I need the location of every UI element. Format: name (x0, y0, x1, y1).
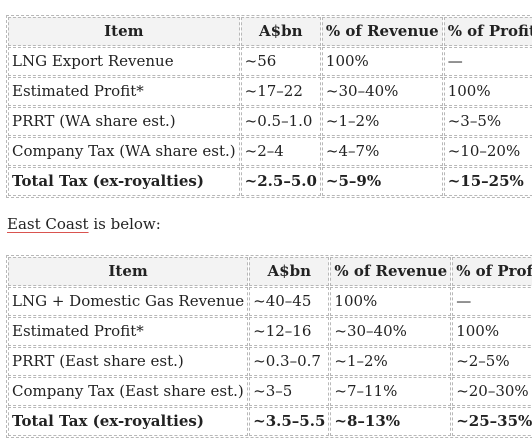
intro-rest-text: is below: (88, 215, 161, 233)
table-total-row: Total Tax (ex-royalties) ~2.5–5.0 ~5–9% … (8, 167, 532, 196)
cell-revenue-pct: ~8–13% (330, 407, 452, 436)
cell-item: Company Tax (WA share est.) (8, 137, 240, 166)
cell-revenue-pct: ~30–40% (330, 317, 452, 346)
cell-amount: ~3–5 (249, 377, 330, 406)
table-row: Company Tax (WA share est.) ~2–4 ~4–7% ~… (8, 137, 532, 166)
cell-amount: ~12–16 (249, 317, 330, 346)
column-header-item: Item (8, 17, 240, 46)
cell-profit-pct: 100% (452, 317, 532, 346)
table-row: Company Tax (East share est.) ~3–5 ~7–11… (8, 377, 532, 406)
east-coast-tax-table: Item A$bn % of Revenue % of Profit* LNG … (6, 255, 532, 438)
cell-profit-pct: ~2–5% (452, 347, 532, 376)
cell-revenue-pct: ~5–9% (321, 167, 443, 196)
cell-item: PRRT (East share est.) (8, 347, 249, 376)
cell-profit-pct: — (452, 287, 532, 316)
cell-profit-pct: ~3–5% (443, 107, 532, 136)
cell-item: Estimated Profit* (8, 77, 240, 106)
table-row: LNG + Domestic Gas Revenue ~40–45 100% — (8, 287, 532, 316)
column-header-revenue-pct: % of Revenue (330, 257, 452, 286)
cell-item: PRRT (WA share est.) (8, 107, 240, 136)
column-header-profit-pct: % of Profit* (443, 17, 532, 46)
cell-amount: ~2–4 (240, 137, 321, 166)
cell-revenue-pct: ~1–2% (330, 347, 452, 376)
cell-profit-pct: ~10–20% (443, 137, 532, 166)
cell-item: Total Tax (ex-royalties) (8, 167, 240, 196)
cell-revenue-pct: ~1–2% (321, 107, 443, 136)
column-header-amount: A$bn (240, 17, 321, 46)
table-header-row: Item A$bn % of Revenue % of Profit* (8, 257, 532, 286)
cell-amount: ~3.5–5.5 (249, 407, 330, 436)
table-row: Estimated Profit* ~17–22 ~30–40% 100% (8, 77, 532, 106)
cell-item: Total Tax (ex-royalties) (8, 407, 249, 436)
cell-profit-pct: — (443, 47, 532, 76)
section-intro-text: East Coast is below: (7, 213, 161, 235)
table-total-row: Total Tax (ex-royalties) ~3.5–5.5 ~8–13%… (8, 407, 532, 436)
cell-item: Estimated Profit* (8, 317, 249, 346)
table-row: PRRT (East share est.) ~0.3–0.7 ~1–2% ~2… (8, 347, 532, 376)
cell-item: LNG + Domestic Gas Revenue (8, 287, 249, 316)
cell-profit-pct: 100% (443, 77, 532, 106)
table-row: Estimated Profit* ~12–16 ~30–40% 100% (8, 317, 532, 346)
cell-profit-pct: ~25–35% (452, 407, 532, 436)
cell-revenue-pct: 100% (321, 47, 443, 76)
cell-amount: ~17–22 (240, 77, 321, 106)
cell-amount: ~40–45 (249, 287, 330, 316)
cell-amount: ~56 (240, 47, 321, 76)
column-header-item: Item (8, 257, 249, 286)
column-header-profit-pct: % of Profit* (452, 257, 532, 286)
cell-amount: ~0.5–1.0 (240, 107, 321, 136)
wa-tax-table: Item A$bn % of Revenue % of Profit* LNG … (6, 15, 532, 198)
cell-amount: ~0.3–0.7 (249, 347, 330, 376)
table-header-row: Item A$bn % of Revenue % of Profit* (8, 17, 532, 46)
cell-revenue-pct: ~30–40% (321, 77, 443, 106)
table-row: PRRT (WA share est.) ~0.5–1.0 ~1–2% ~3–5… (8, 107, 532, 136)
cell-item: Company Tax (East share est.) (8, 377, 249, 406)
column-header-revenue-pct: % of Revenue (321, 17, 443, 46)
cell-amount: ~2.5–5.0 (240, 167, 321, 196)
cell-item: LNG Export Revenue (8, 47, 240, 76)
cell-profit-pct: ~20–30% (452, 377, 532, 406)
column-header-amount: A$bn (249, 257, 330, 286)
cell-revenue-pct: ~7–11% (330, 377, 452, 406)
cell-profit-pct: ~15–25% (443, 167, 532, 196)
east-coast-text: East Coast (7, 215, 89, 233)
cell-revenue-pct: ~4–7% (321, 137, 443, 166)
cell-revenue-pct: 100% (330, 287, 452, 316)
table-row: LNG Export Revenue ~56 100% — (8, 47, 532, 76)
